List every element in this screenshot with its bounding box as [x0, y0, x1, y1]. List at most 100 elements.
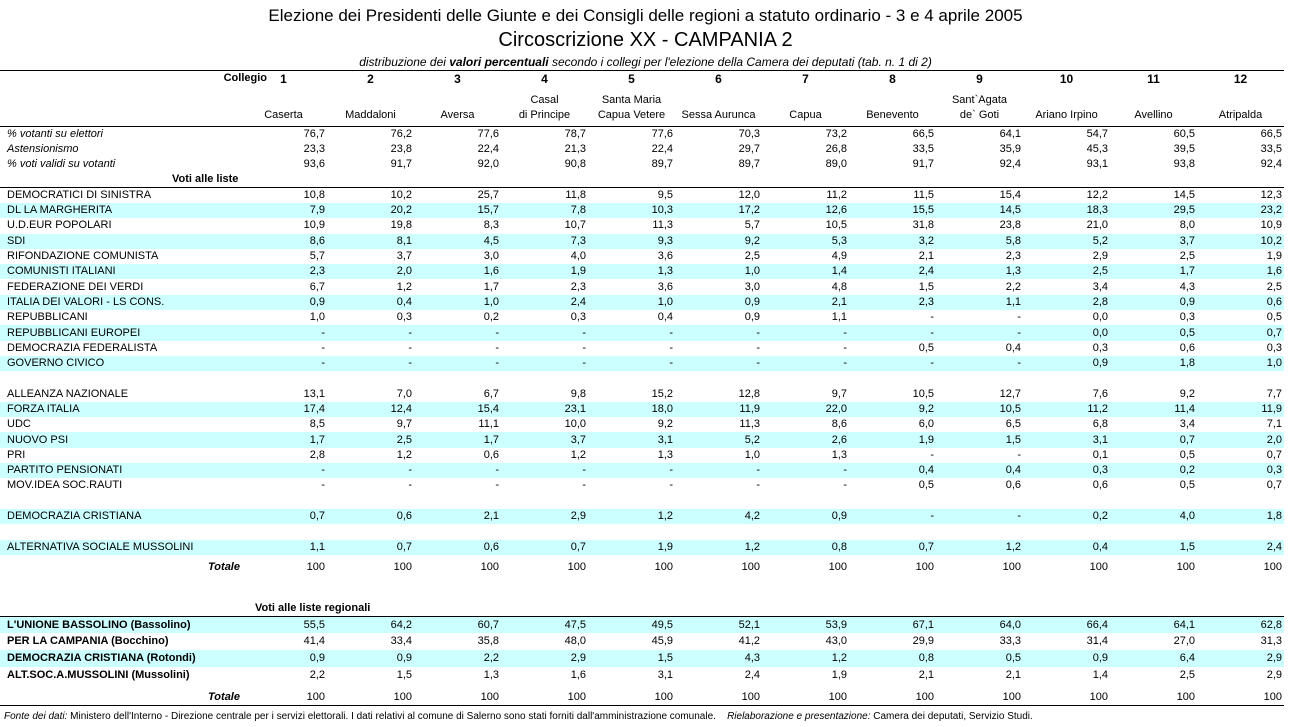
value-cell: 1,0	[588, 294, 675, 311]
value-cell: 2,2	[414, 650, 501, 668]
regional-row: DEMOCRAZIA CRISTIANA (Rotondi) 0,9 0,9 2,2 2…	[0, 650, 1284, 668]
value-cell: 0,9	[744, 311, 760, 324]
section-heading-row: Voti alle liste regionali	[0, 601, 1284, 617]
value-cell: 9,7	[831, 387, 847, 400]
value-cell: -	[762, 463, 849, 479]
value-cell: 3,4	[1179, 418, 1195, 431]
value-cell: 70,3	[738, 127, 760, 140]
source-label: Fonte dei dati:	[4, 711, 68, 722]
value-cell: 100	[240, 690, 327, 707]
value-cell: 35,9	[999, 142, 1021, 155]
value-cell: 66,5	[912, 127, 934, 140]
value-cell: 1,1	[936, 294, 1023, 311]
column-number: 11	[1147, 71, 1160, 86]
value-cell: 1,5	[588, 650, 675, 668]
value-cell: -	[414, 355, 501, 372]
value-cell: -	[501, 355, 588, 372]
value-cell: 100	[936, 690, 1023, 707]
value-cell: 11,4	[1110, 401, 1197, 418]
value-cell: -	[1017, 311, 1021, 324]
list-row: UDC 8,5 9,7 11,1 10,0 9,2 11,3 8,6 6,0 6,5 6,8 3,4 7…	[0, 417, 1284, 432]
value-cell: 12,6	[762, 202, 849, 219]
value-cell: -	[501, 325, 588, 341]
value-cell: -	[408, 479, 412, 492]
value-cell: 0,3	[396, 311, 412, 324]
column-name: Capua	[762, 86, 849, 127]
value-cell: 3,1	[657, 669, 673, 682]
value-cell: 0,5	[1110, 325, 1197, 341]
column-name-line: Sessa Aurunca	[681, 109, 756, 121]
value-cell: 11,2	[1023, 401, 1110, 418]
column-name-line: Casal	[530, 94, 559, 106]
value-cell: 100	[675, 690, 762, 707]
value-cell: 6,8	[1092, 418, 1108, 431]
value-cell: 11,2	[826, 189, 847, 202]
list-row-label: DEMOCRAZIA CRISTIANA	[0, 508, 240, 525]
stat-row: % voti validi su votanti 93,6 91,7 92,0 90,8…	[0, 157, 1284, 172]
value-cell: 0,7	[1197, 325, 1284, 341]
description: distribuzione dei valori percentuali sec…	[0, 55, 1291, 69]
value-cell: 7,1	[1266, 418, 1282, 431]
description-text: secondo i collegi per l'elezione della C…	[548, 55, 932, 69]
value-cell: 64,0	[936, 616, 1023, 634]
total-row-label: Totale	[0, 690, 240, 707]
value-cell: 100	[1023, 690, 1110, 707]
value-cell: 2,5	[1179, 669, 1195, 682]
value-cell: 0,9	[762, 508, 849, 525]
value-cell: 0,3	[1197, 463, 1284, 479]
blank-cell	[0, 86, 240, 127]
value-cell: 100	[1176, 560, 1195, 573]
value-cell: 8,1	[327, 233, 414, 249]
value-cell: 0,1	[1092, 448, 1108, 461]
value-cell: 22,4	[651, 142, 673, 155]
value-cell: 31,3	[1260, 635, 1282, 648]
value-cell: -	[936, 325, 1023, 341]
value-cell: -	[675, 463, 762, 479]
list-row-label: ALLEANZA NAZIONALE	[7, 387, 129, 400]
value-cell: 0,4	[936, 463, 1023, 479]
value-cell: 2,9	[1197, 650, 1284, 668]
value-cell: -	[588, 463, 675, 479]
credit-label: Rielaborazione e presentazione:	[727, 711, 871, 722]
description-emphasis: valori percentuali	[449, 55, 549, 69]
value-cell: 33,3	[999, 635, 1021, 648]
column-name: Caserta	[240, 86, 327, 127]
section-heading-row: Voti alle liste	[0, 172, 1284, 189]
value-cell: 2,5	[1179, 250, 1195, 263]
list-row: DEMOCRAZIA FEDERALISTA - - - - - - - 0,5 0,4 0,3 0,…	[0, 341, 1284, 356]
value-cell: 1,9	[501, 264, 588, 280]
value-cell: 3,7	[501, 432, 588, 448]
list-row: DEMOCRATICI DI SINISTRA 10,8 10,2 25,7 11,8 9…	[0, 188, 1284, 203]
value-cell: 0,7	[327, 539, 414, 555]
value-cell: 31,4	[1086, 635, 1108, 648]
value-cell: 92,4	[1260, 158, 1282, 171]
value-cell: 41,2	[738, 635, 760, 648]
value-cell: 2,4	[744, 669, 760, 682]
list-row-label: FORZA ITALIA	[0, 401, 240, 418]
value-cell: 23,2	[1197, 202, 1284, 219]
value-cell: 0,4	[849, 463, 936, 479]
column-name-line: Capua Vetere	[597, 109, 666, 121]
spacer-cell	[0, 575, 1284, 601]
value-cell: 15,4	[414, 401, 501, 418]
value-cell: 2,3	[1005, 250, 1021, 263]
value-cell: -	[675, 325, 762, 341]
value-cell: 17,2	[675, 202, 762, 219]
column-number: 9	[976, 71, 983, 86]
value-cell: 20,2	[327, 202, 414, 219]
value-cell: 5,7	[309, 250, 325, 263]
value-cell: 1,0	[309, 311, 325, 324]
value-cell: 0,6	[483, 448, 499, 461]
value-cell: 2,4	[849, 264, 936, 280]
value-cell: 0,4	[1005, 341, 1021, 354]
list-row-label: PARTITO PENSIONATI	[0, 463, 240, 479]
value-cell: 73,2	[825, 127, 847, 140]
value-cell: -	[936, 355, 1023, 372]
value-cell: 100	[1263, 560, 1282, 573]
value-cell: 7,0	[396, 387, 412, 400]
value-cell: 9,8	[570, 387, 586, 400]
value-cell: 76,7	[303, 127, 325, 140]
value-cell: 0,5	[1179, 479, 1195, 492]
value-cell: 78,7	[564, 127, 586, 140]
list-row: PRI 2,8 1,2 0,6 1,2 1,3 1,0 1,3 - - 0,1 0,5 0,7	[0, 448, 1284, 463]
